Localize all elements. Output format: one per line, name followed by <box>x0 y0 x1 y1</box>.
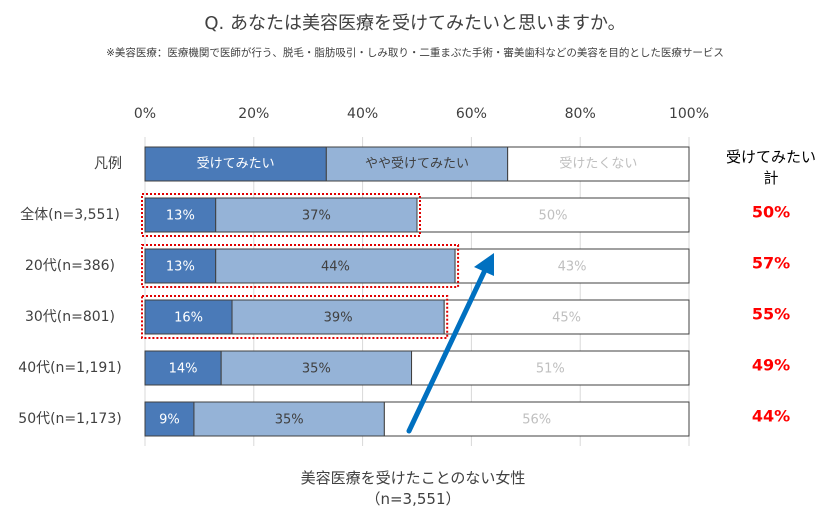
bar-segment <box>144 299 233 335</box>
x-tick-label: 60% <box>456 106 487 122</box>
data-label: 14% <box>169 362 198 377</box>
data-label: 16% <box>174 311 203 326</box>
chart-note: ※美容医療：医療機関で医師が行う、脱毛・脂肪吸引・しみ取り・二重まぶた手術・審美… <box>106 46 724 59</box>
legend-swatch <box>144 146 327 182</box>
bar-segment <box>231 299 445 335</box>
total-value: 55% <box>752 305 790 324</box>
highlight-box <box>141 244 460 288</box>
bar-segment <box>443 299 690 335</box>
x-tick-label: 100% <box>669 106 709 122</box>
legend-swatch <box>507 146 690 182</box>
data-label: 37% <box>302 209 331 224</box>
x-axis-tick-labels: 0% 20% 40% 60% 80% 100% <box>134 106 709 122</box>
bar-segment <box>215 248 456 284</box>
data-label: 9% <box>159 413 180 428</box>
bar-segment <box>411 350 690 386</box>
footer-line2: （n=3,551） <box>365 490 460 508</box>
total-header-line1: 受けてみたい <box>726 148 816 166</box>
bar-segment <box>416 197 690 233</box>
arrow-shaft <box>406 265 489 434</box>
bar-segment <box>193 401 385 437</box>
x-tick-label: 40% <box>347 106 378 122</box>
data-label: 35% <box>275 413 304 428</box>
legend-item: やや受けてみたい <box>365 157 469 172</box>
chart-title: Q. あなたは美容医療を受けてみたいと思いますか。 <box>204 13 625 34</box>
total-value: 49% <box>752 356 790 375</box>
bar-segment <box>144 350 222 386</box>
category-label: 20代(n=386) <box>25 258 115 274</box>
total-value: 57% <box>752 254 790 273</box>
gridlines <box>144 137 690 446</box>
bar-segment <box>454 248 690 284</box>
category-label: 全体(n=3,551) <box>20 206 120 223</box>
x-tick-label: 0% <box>134 106 156 122</box>
bar-segment <box>144 197 217 233</box>
data-label: 35% <box>302 362 331 377</box>
total-header-line2: 計 <box>763 169 778 187</box>
data-label: 51% <box>536 362 565 377</box>
arrow-head <box>474 253 494 276</box>
total-value: 50% <box>752 203 790 222</box>
bar-segment <box>220 350 413 386</box>
legend-item: 受けてみたい <box>197 157 275 172</box>
trend-arrow <box>406 253 494 434</box>
data-label: 39% <box>324 311 353 326</box>
data-label: 43% <box>558 260 587 275</box>
total-values: 50% 57% 55% 49% 44% <box>752 203 790 426</box>
bar-segment <box>215 197 418 233</box>
total-value: 44% <box>752 407 790 426</box>
data-label: 50% <box>539 209 568 224</box>
legend-label: 凡例 <box>94 156 122 172</box>
category-label: 50代(n=1,173) <box>18 411 121 427</box>
data-label: 13% <box>166 260 195 275</box>
bar-segment <box>144 248 217 284</box>
x-tick-label: 20% <box>238 106 269 122</box>
data-label: 56% <box>522 413 551 428</box>
bar-segment <box>383 401 690 437</box>
highlight-boxes <box>141 193 460 339</box>
data-label: 45% <box>552 311 581 326</box>
highlight-box <box>141 295 449 339</box>
legend-item: 受けたくない <box>559 157 637 172</box>
footer-line1: 美容医療を受けたことのない女性 <box>301 469 526 487</box>
data-label: 44% <box>321 260 350 275</box>
category-label: 30代(n=801) <box>25 309 115 325</box>
data-label: 13% <box>166 209 195 224</box>
category-label: 40代(n=1,191) <box>18 360 121 376</box>
x-tick-label: 80% <box>565 106 596 122</box>
